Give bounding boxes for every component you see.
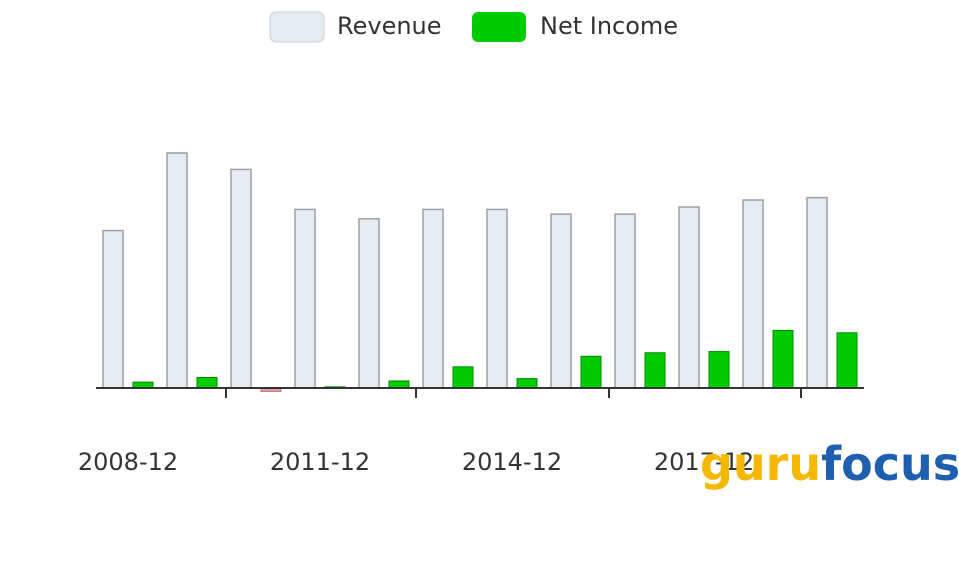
bar-net-income-2019-12[interactable]	[836, 332, 858, 389]
bar-revenue-2010-12[interactable]	[230, 168, 252, 389]
bar-revenue-2013-12[interactable]	[422, 208, 444, 389]
bar-revenue-2016-12[interactable]	[614, 213, 636, 389]
bar-revenue-2014-12[interactable]	[486, 208, 508, 389]
plot-area	[102, 152, 858, 393]
gurufocus-logo: gurufocus	[700, 437, 959, 491]
bar-net-income-2009-12[interactable]	[196, 376, 218, 389]
legend-label-revenue[interactable]: Revenue	[337, 12, 442, 40]
x-tick-label: 2017-12	[654, 448, 754, 476]
x-axis-ticks: 2008-12 2011-12 2014-12 2017-12	[78, 388, 802, 476]
bar-revenue-2015-12[interactable]	[550, 213, 572, 389]
bar-revenue-2019-12[interactable]	[806, 196, 828, 389]
bar-net-income-2018-12[interactable]	[772, 329, 794, 389]
bar-revenue-2011-12[interactable]	[294, 208, 316, 389]
bar-net-income-2014-12[interactable]	[516, 378, 538, 389]
bar-net-income-2015-12[interactable]	[580, 355, 602, 389]
bar-revenue-2012-12[interactable]	[358, 218, 380, 389]
x-tick-label: 2008-12	[78, 448, 178, 476]
legend: Revenue Net Income	[269, 11, 678, 43]
logo-part-focus: focus	[821, 437, 959, 491]
bar-revenue-2018-12[interactable]	[742, 199, 764, 389]
x-tick-label: 2011-12	[270, 448, 370, 476]
bar-net-income-2016-12[interactable]	[644, 352, 666, 389]
bar-net-income-2013-12[interactable]	[452, 366, 474, 389]
bar-revenue-2017-12[interactable]	[678, 206, 700, 389]
bar-net-income-2012-12[interactable]	[388, 380, 410, 389]
svg-text:gurufocus: gurufocus	[700, 437, 959, 491]
bar-revenue-2009-12[interactable]	[166, 152, 188, 389]
logo-part-guru: guru	[700, 437, 821, 491]
bar-net-income-2017-12[interactable]	[708, 351, 730, 389]
x-tick-label: 2014-12	[462, 448, 562, 476]
legend-swatch-revenue[interactable]	[269, 11, 325, 43]
bar-revenue-2008-12[interactable]	[102, 229, 124, 389]
legend-swatch-net-income[interactable]	[472, 12, 526, 42]
legend-label-net-income[interactable]: Net Income	[540, 12, 678, 40]
